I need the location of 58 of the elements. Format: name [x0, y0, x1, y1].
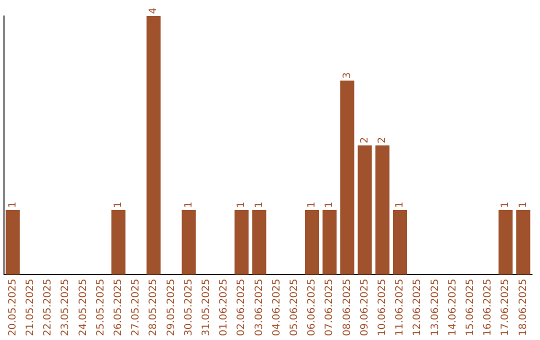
x-tick-label: 15.06.2025	[464, 278, 476, 336]
x-tick-label: 18.06.2025	[518, 278, 529, 336]
data-label: 1	[324, 202, 336, 208]
x-tick-label: 20.05.2025	[7, 278, 18, 336]
x-tick-label: 21.05.2025	[24, 278, 36, 336]
x-tick-label: 26.05.2025	[112, 278, 124, 336]
data-label: 1	[236, 202, 248, 208]
x-tick-label: 31.05.2025	[200, 278, 212, 336]
x-tick-label: 22.05.2025	[42, 278, 54, 336]
data-label: 1	[306, 202, 318, 208]
bar	[252, 210, 266, 275]
data-label: 4	[148, 8, 160, 14]
x-tick-label: 10.06.2025	[376, 278, 388, 336]
bar	[111, 210, 126, 275]
x-tick-label: 04.06.2025	[271, 278, 282, 336]
x-tick-label: 30.05.2025	[183, 278, 194, 336]
data-label: 1	[7, 202, 18, 208]
data-label: 1	[112, 202, 124, 208]
data-label: 1	[254, 202, 265, 208]
bar	[392, 210, 408, 275]
bar	[498, 210, 513, 275]
x-tick-label: 14.06.2025	[447, 278, 458, 336]
x-tick-label: 09.06.2025	[359, 278, 370, 336]
x-tick-label: 17.06.2025	[500, 278, 512, 336]
x-tick-label: 13.06.2025	[430, 278, 441, 336]
x-tick-label: 27.05.2025	[130, 278, 142, 336]
bar	[375, 145, 390, 275]
bar	[234, 210, 249, 275]
bar	[322, 210, 337, 275]
bar	[304, 210, 320, 275]
data-label: 1	[183, 202, 194, 208]
x-tick-label: 02.06.2025	[236, 278, 248, 336]
x-tick-label: 12.06.2025	[412, 278, 424, 336]
bar	[146, 16, 161, 275]
x-tick-label: 25.05.2025	[95, 278, 106, 336]
x-tick-label: 03.06.2025	[254, 278, 265, 336]
data-label: 1	[500, 202, 512, 208]
data-label: 2	[359, 136, 370, 144]
x-tick-label: 29.05.2025	[166, 278, 177, 336]
bar	[6, 210, 20, 275]
data-label: 1	[394, 202, 406, 208]
x-tick-label: 07.06.2025	[324, 278, 336, 336]
bar	[182, 210, 196, 275]
data-label: 1	[518, 202, 529, 208]
x-tick-label: 16.06.2025	[482, 278, 494, 336]
x-tick-label: 01.06.2025	[218, 278, 230, 336]
x-tick-label: 08.06.2025	[342, 278, 353, 336]
x-tick-label: 11.06.2025	[394, 278, 406, 336]
x-tick-label: 28.05.2025	[148, 278, 160, 336]
x-tick-label: 05.06.2025	[288, 278, 300, 336]
bar	[340, 80, 354, 275]
bar	[358, 145, 372, 275]
data-label: 2	[376, 136, 388, 144]
bar	[516, 210, 530, 275]
x-tick-label: 24.05.2025	[78, 278, 89, 336]
x-tick-label: 06.06.2025	[306, 278, 318, 336]
data-label: 3	[342, 72, 353, 79]
x-tick-label: 23.05.2025	[60, 278, 72, 336]
